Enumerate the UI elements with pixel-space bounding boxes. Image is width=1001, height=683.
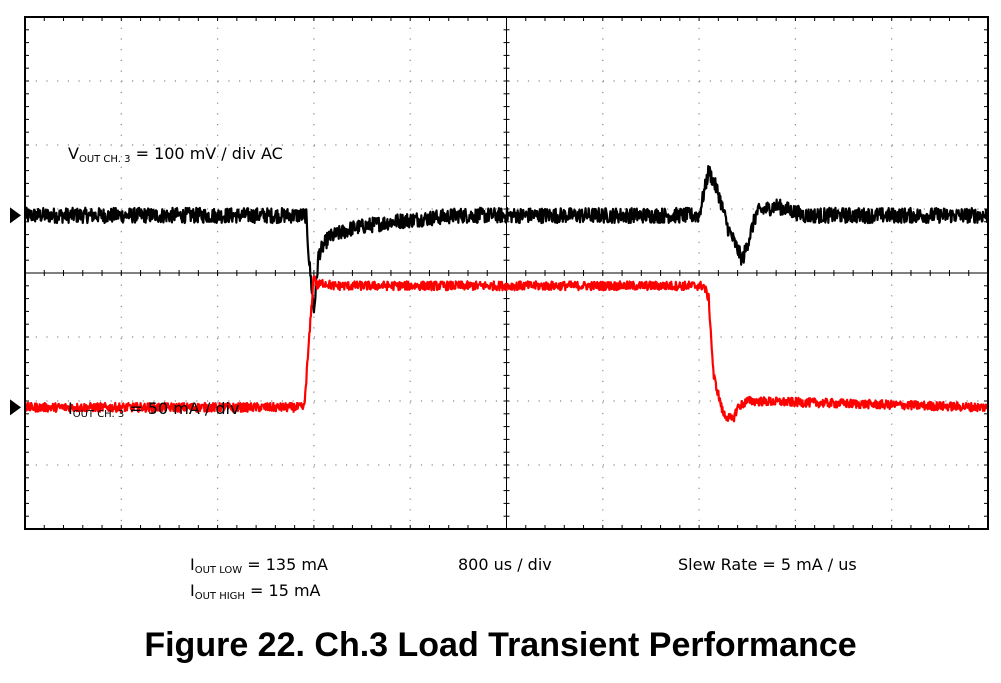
graticule xyxy=(24,16,989,530)
ground-marker-vout xyxy=(10,207,21,224)
figure-caption: Figure 22. Ch.3 Load Transient Performan… xyxy=(144,626,857,664)
slew-rate-label: Slew Rate = 5 mA / us xyxy=(678,555,857,574)
iout-low-label: IOUT LOW = 135 mA xyxy=(190,555,328,576)
trace-vout xyxy=(23,165,990,314)
traces xyxy=(23,165,990,423)
ground-marker-iout xyxy=(10,399,21,416)
plot-frame xyxy=(24,16,989,530)
trace-iout xyxy=(23,275,990,423)
oscilloscope-plot xyxy=(10,16,990,530)
vout-channel-label: VOUT CH. 3 = 100 mV / div AC xyxy=(68,144,283,165)
iout-high-label: IOUT HIGH = 15 mA xyxy=(190,581,321,602)
timebase-label: 800 us / div xyxy=(458,555,552,574)
iout-channel-label: IOUT CH. 3 = 50 mA / div xyxy=(68,399,240,420)
channel-markers xyxy=(10,207,21,416)
